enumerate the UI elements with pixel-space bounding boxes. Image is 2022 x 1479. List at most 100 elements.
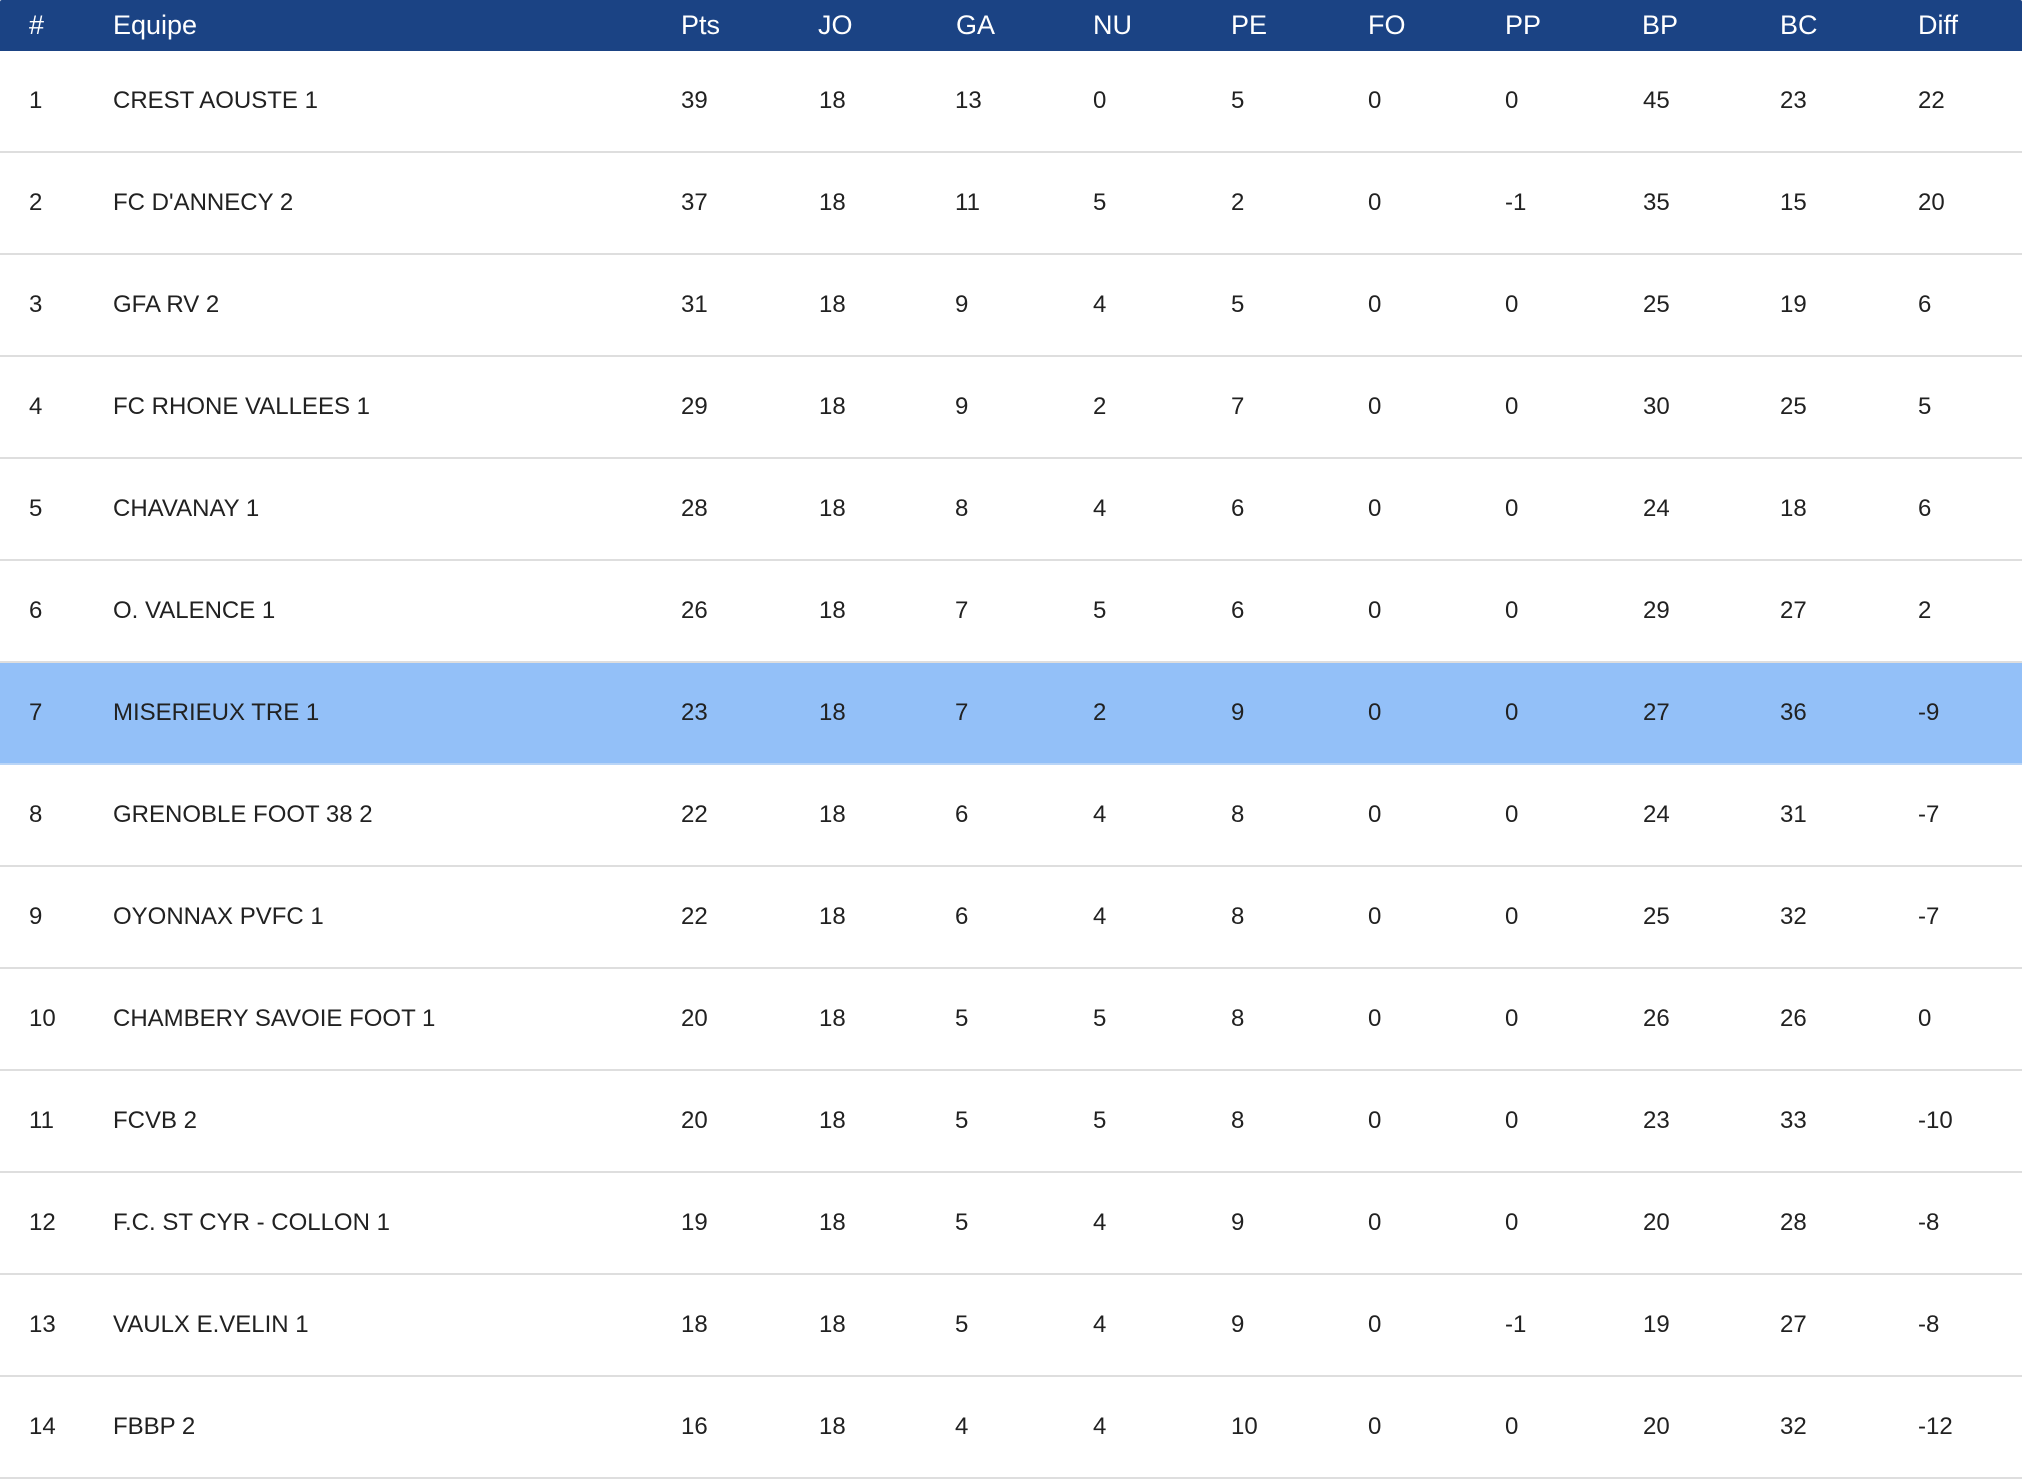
drawn-cell: 4 xyxy=(1093,801,1107,828)
table-row[interactable]: 14 FBBP 2 16 18 4 4 10 0 0 20 32 -12 xyxy=(0,1377,2022,1479)
table-row[interactable]: 8 GRENOBLE FOOT 38 2 22 18 6 4 8 0 0 24 31 -7 xyxy=(0,765,2022,867)
table-row[interactable]: 12 F.C. ST CYR - COLLON 1 19 18 5 4 9 0 0 20 28 -8 xyxy=(0,1173,2022,1275)
column-header-forfeit[interactable]: FO xyxy=(1368,10,1406,40)
column-header-won[interactable]: GA xyxy=(956,10,996,40)
played-cell: 18 xyxy=(819,87,846,114)
points-cell: 22 xyxy=(681,801,708,828)
won-cell: 5 xyxy=(955,1311,969,1338)
goals-for-cell: 20 xyxy=(1643,1413,1670,1440)
goals-for-cell: 23 xyxy=(1643,1107,1670,1134)
rank-cell: 7 xyxy=(29,699,43,726)
goal-difference-cell: 20 xyxy=(1918,189,1945,216)
penalty-points-cell: 0 xyxy=(1505,393,1519,420)
table-row[interactable]: 3 GFA RV 2 31 18 9 4 5 0 0 25 19 6 xyxy=(0,255,2022,357)
drawn-cell: 2 xyxy=(1093,393,1107,420)
rank-cell: 13 xyxy=(29,1311,56,1338)
penalty-points-cell: 0 xyxy=(1505,495,1519,522)
rank-cell: 12 xyxy=(29,1209,56,1236)
team-name-cell[interactable]: FCVB 2 xyxy=(113,1107,198,1134)
rank-cell: 1 xyxy=(29,87,43,114)
rank-cell: 14 xyxy=(29,1413,56,1440)
rank-cell: 11 xyxy=(29,1107,54,1134)
penalty-points-cell: 0 xyxy=(1505,291,1519,318)
played-cell: 18 xyxy=(819,699,846,726)
team-name-cell[interactable]: FC RHONE VALLEES 1 xyxy=(113,393,370,420)
penalty-points-cell: 0 xyxy=(1505,903,1519,930)
table-row[interactable]: 10 CHAMBERY SAVOIE FOOT 1 20 18 5 5 8 0 0 26 26 0 xyxy=(0,969,2022,1071)
table-row[interactable]: 9 OYONNAX PVFC 1 22 18 6 4 8 0 0 25 32 -7 xyxy=(0,867,2022,969)
points-cell: 20 xyxy=(681,1005,708,1032)
goals-for-cell: 30 xyxy=(1643,393,1670,420)
won-cell: 13 xyxy=(955,87,982,114)
team-name-cell[interactable]: CHAMBERY SAVOIE FOOT 1 xyxy=(113,1005,436,1032)
team-name-cell[interactable]: F.C. ST CYR - COLLON 1 xyxy=(113,1209,390,1236)
team-name-cell[interactable]: GRENOBLE FOOT 38 2 xyxy=(113,801,373,828)
column-header-rank[interactable]: # xyxy=(29,10,45,40)
goals-for-cell: 19 xyxy=(1643,1311,1670,1338)
forfeit-cell: 0 xyxy=(1368,1209,1382,1236)
team-name-cell[interactable]: FBBP 2 xyxy=(113,1413,196,1440)
drawn-cell: 4 xyxy=(1093,1413,1107,1440)
team-name-cell[interactable]: VAULX E.VELIN 1 xyxy=(113,1311,309,1338)
drawn-cell: 4 xyxy=(1093,1209,1107,1236)
penalty-points-cell: 0 xyxy=(1505,597,1519,624)
column-header-lost[interactable]: PE xyxy=(1231,10,1268,40)
rank-cell: 3 xyxy=(29,291,43,318)
played-cell: 18 xyxy=(819,597,846,624)
goal-difference-cell: 5 xyxy=(1918,393,1932,420)
column-header-team[interactable]: Equipe xyxy=(113,10,198,40)
column-header-goals-against[interactable]: BC xyxy=(1780,10,1818,40)
team-name-cell[interactable]: OYONNAX PVFC 1 xyxy=(113,903,324,930)
goals-against-cell: 31 xyxy=(1780,801,1807,828)
played-cell: 18 xyxy=(819,1311,846,1338)
team-name-cell[interactable]: CHAVANAY 1 xyxy=(113,495,260,522)
goal-difference-cell: 2 xyxy=(1918,597,1932,624)
table-body: 1 CREST AOUSTE 1 39 18 13 0 5 0 0 45 23 22 2 FC D'ANN… xyxy=(0,51,2022,1479)
won-cell: 7 xyxy=(955,597,969,624)
forfeit-cell: 0 xyxy=(1368,699,1382,726)
table-row[interactable]: 2 FC D'ANNECY 2 37 18 11 5 2 0 -1 35 15 20 xyxy=(0,153,2022,255)
played-cell: 18 xyxy=(819,1209,846,1236)
rank-cell: 10 xyxy=(29,1005,56,1032)
team-name-cell[interactable]: MISERIEUX TRE 1 xyxy=(113,699,320,726)
table-row[interactable]: 13 VAULX E.VELIN 1 18 18 5 4 9 0 -1 19 27 -8 xyxy=(0,1275,2022,1377)
team-name-cell[interactable]: FC D'ANNECY 2 xyxy=(113,189,294,216)
penalty-points-cell: 0 xyxy=(1505,699,1519,726)
forfeit-cell: 0 xyxy=(1368,87,1382,114)
goals-for-cell: 24 xyxy=(1643,495,1670,522)
table-row[interactable]: 5 CHAVANAY 1 28 18 8 4 6 0 0 24 18 6 xyxy=(0,459,2022,561)
forfeit-cell: 0 xyxy=(1368,597,1382,624)
points-cell: 23 xyxy=(681,699,708,726)
forfeit-cell: 0 xyxy=(1368,1107,1382,1134)
goals-against-cell: 32 xyxy=(1780,903,1807,930)
points-cell: 28 xyxy=(681,495,708,522)
penalty-points-cell: 0 xyxy=(1505,1413,1519,1440)
column-header-points[interactable]: Pts xyxy=(681,10,721,40)
column-header-drawn[interactable]: NU xyxy=(1093,10,1132,40)
played-cell: 18 xyxy=(819,393,846,420)
column-header-played[interactable]: JO xyxy=(818,10,853,40)
points-cell: 22 xyxy=(681,903,708,930)
drawn-cell: 4 xyxy=(1093,495,1107,522)
goals-against-cell: 18 xyxy=(1780,495,1807,522)
column-header-goal-difference[interactable]: Diff xyxy=(1918,10,1959,40)
team-name-cell[interactable]: CREST AOUSTE 1 xyxy=(113,87,318,114)
table-row[interactable]: 1 CREST AOUSTE 1 39 18 13 0 5 0 0 45 23 22 xyxy=(0,51,2022,153)
won-cell: 5 xyxy=(955,1107,969,1134)
team-name-cell[interactable]: O. VALENCE 1 xyxy=(113,597,276,624)
forfeit-cell: 0 xyxy=(1368,189,1382,216)
table-row[interactable]: 7 MISERIEUX TRE 1 23 18 7 2 9 0 0 27 36 -9 xyxy=(0,663,2022,765)
goals-against-cell: 27 xyxy=(1780,597,1807,624)
table-row[interactable]: 6 O. VALENCE 1 26 18 7 5 6 0 0 29 27 2 xyxy=(0,561,2022,663)
table-row[interactable]: 11 FCVB 2 20 18 5 5 8 0 0 23 33 -10 xyxy=(0,1071,2022,1173)
goals-against-cell: 19 xyxy=(1780,291,1807,318)
team-name-cell[interactable]: GFA RV 2 xyxy=(113,291,220,318)
penalty-points-cell: 0 xyxy=(1505,1209,1519,1236)
column-header-goals-for[interactable]: BP xyxy=(1642,10,1679,40)
column-header-penalty-points[interactable]: PP xyxy=(1505,10,1542,40)
table-row[interactable]: 4 FC RHONE VALLEES 1 29 18 9 2 7 0 0 30 25 5 xyxy=(0,357,2022,459)
goal-difference-cell: -8 xyxy=(1918,1311,1940,1338)
goals-for-cell: 20 xyxy=(1643,1209,1670,1236)
played-cell: 18 xyxy=(819,903,846,930)
lost-cell: 6 xyxy=(1231,597,1245,624)
